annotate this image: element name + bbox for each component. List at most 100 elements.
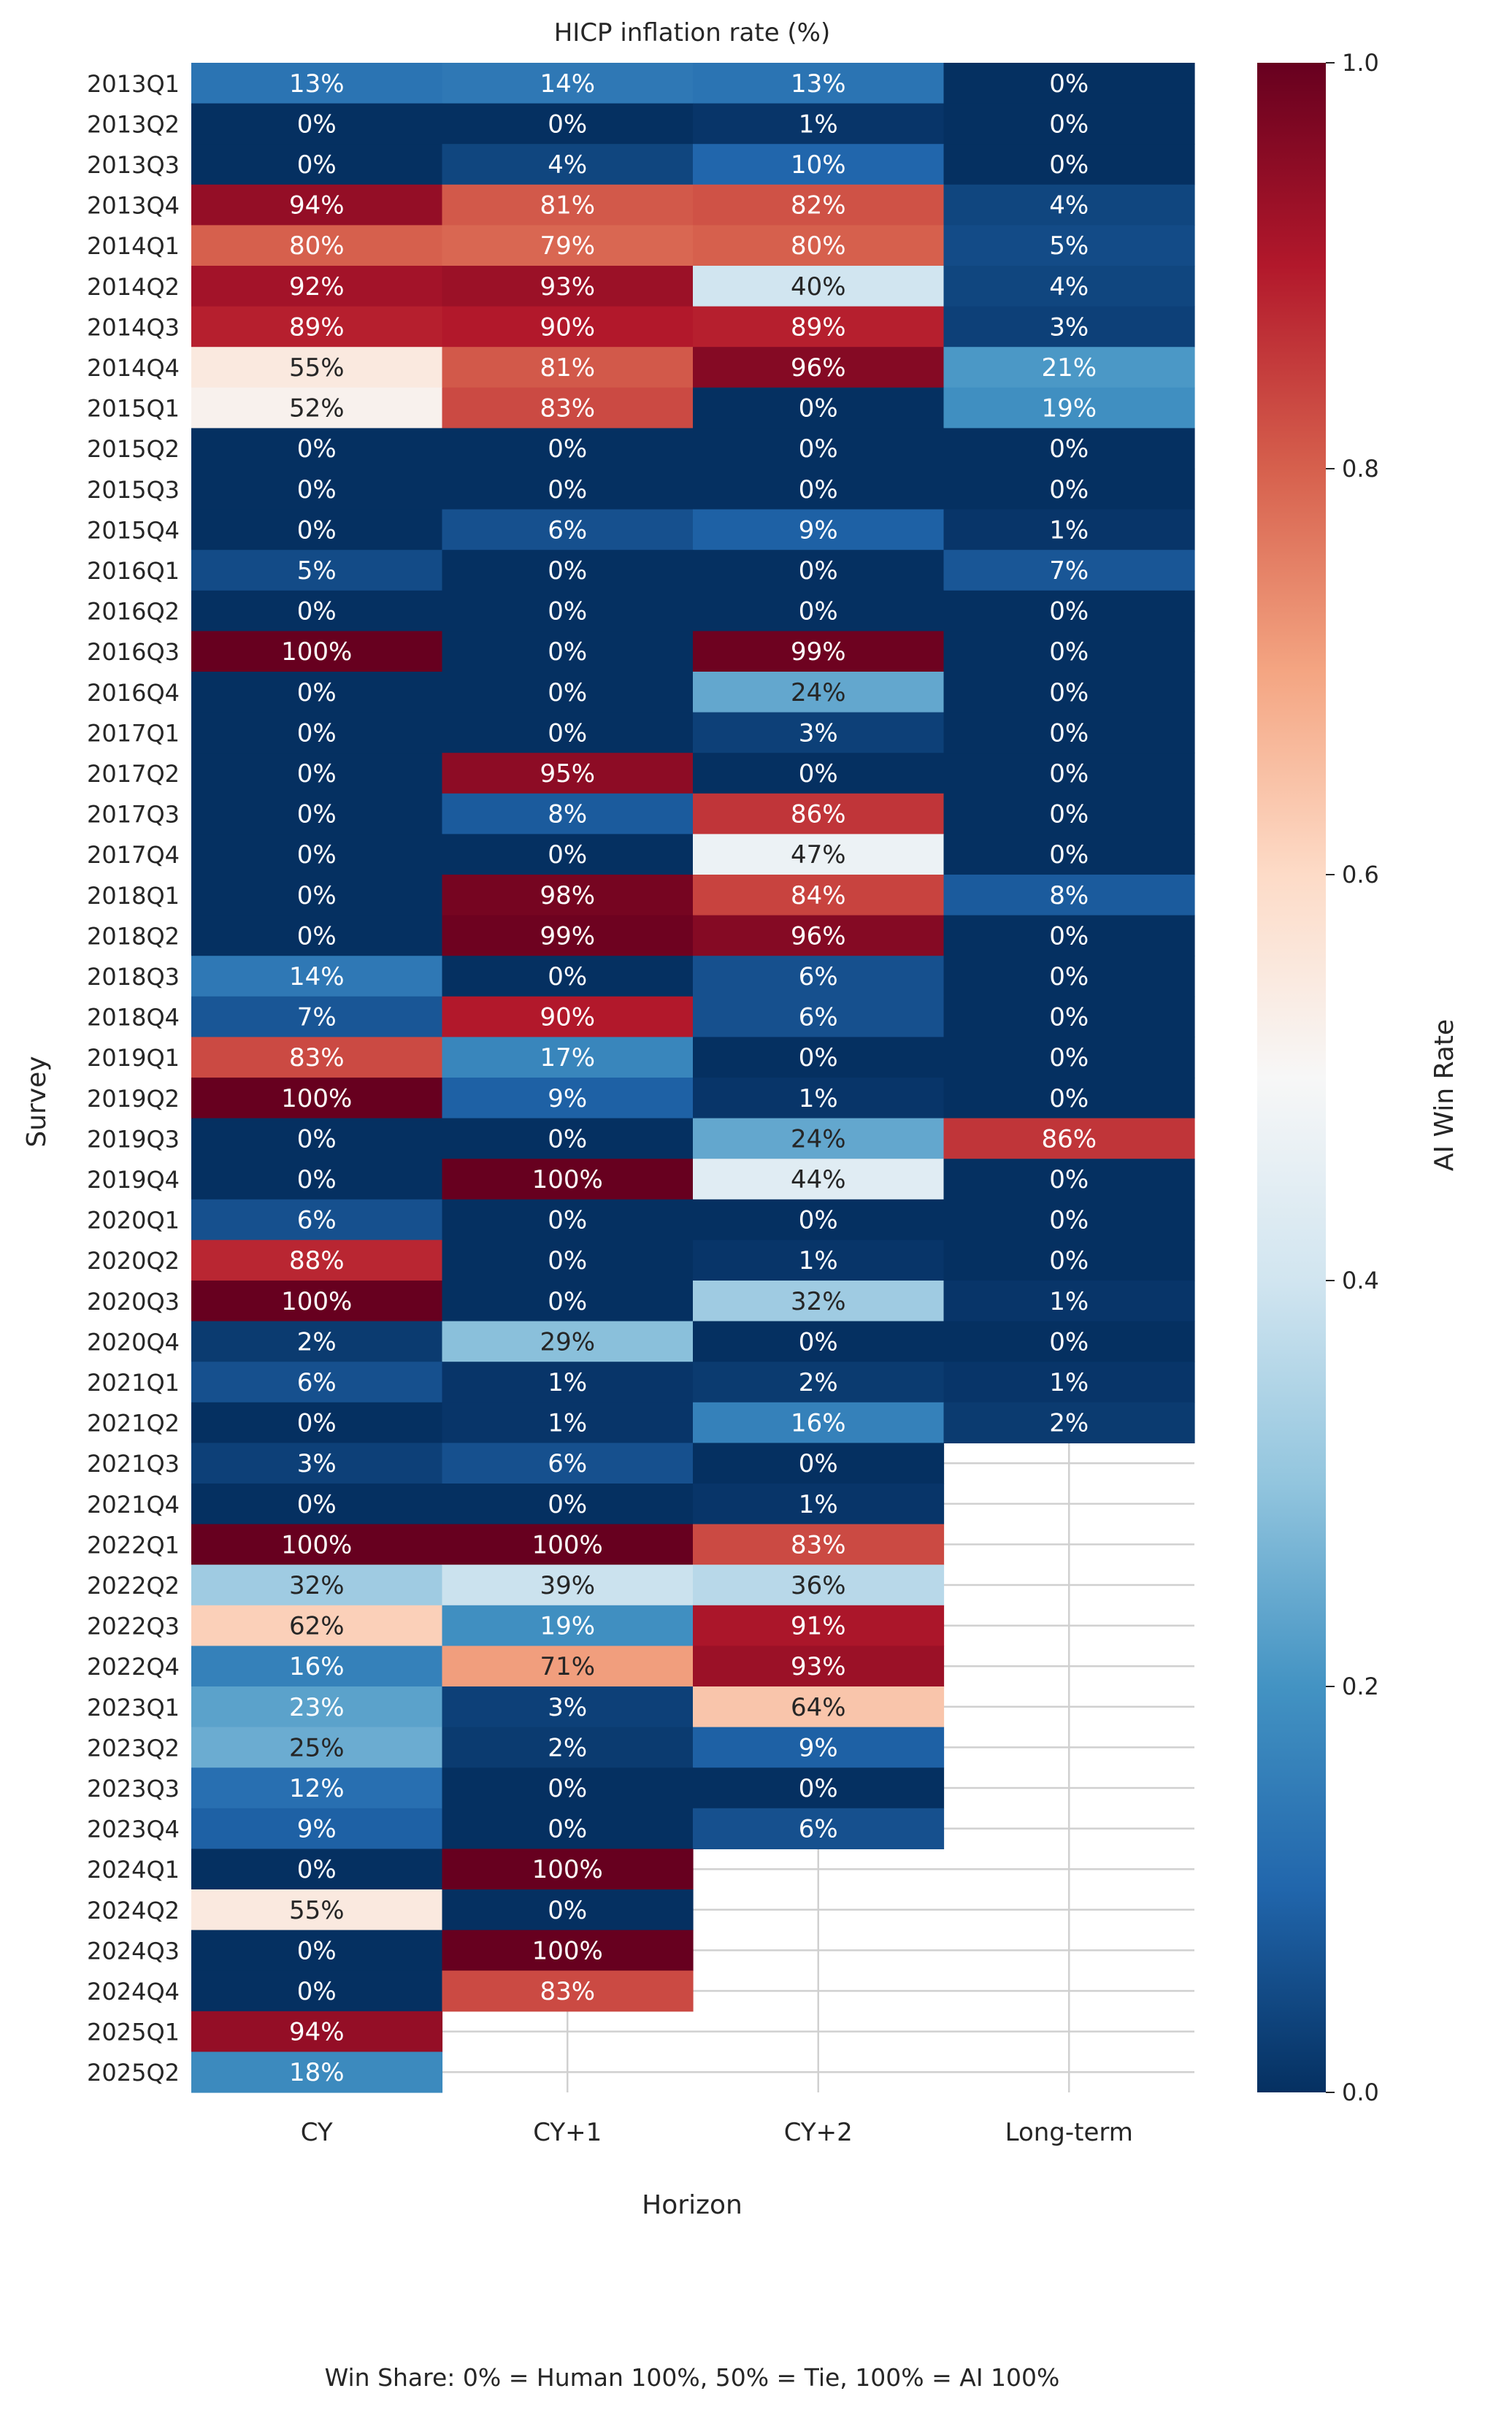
cell-value-label: 81%: [540, 353, 595, 383]
cell-value-label: 0%: [1049, 840, 1089, 870]
cell-value-label: 0%: [297, 597, 337, 626]
cell-value-label: 0%: [297, 434, 337, 464]
cell-value-label: 14%: [540, 69, 595, 99]
heatmap-cell: [442, 387, 694, 429]
heatmap-cell: [442, 1199, 694, 1240]
cell-value-label: 0%: [548, 1896, 587, 1925]
cell-value-label: 0%: [1049, 434, 1089, 464]
y-tick-label: 2021Q1: [87, 1369, 180, 1397]
heatmap-cell: [693, 1037, 945, 1078]
heatmap-cell: [442, 1605, 694, 1646]
cell-value-label: 0%: [1049, 921, 1089, 951]
cell-value-label: 88%: [289, 1246, 345, 1275]
heatmap-cell: [693, 672, 945, 713]
heatmap-cell: [943, 1078, 1195, 1119]
heatmap-cell: [191, 1078, 443, 1119]
cell-value-label: 52%: [289, 394, 345, 423]
y-tick-label: 2016Q1: [87, 557, 180, 585]
cell-value-label: 0%: [548, 1774, 587, 1803]
cell-value-label: 89%: [289, 312, 345, 342]
heatmap-cell: [442, 1808, 694, 1849]
heatmap-cell: [693, 631, 945, 672]
heatmap-cell: [693, 793, 945, 834]
heatmap-cell: [191, 1402, 443, 1443]
cell-value-label: 25%: [289, 1733, 345, 1762]
cell-value-label: 64%: [791, 1693, 846, 1722]
heatmap-cell: [693, 469, 945, 510]
y-tick-label: 2015Q1: [87, 395, 180, 423]
heatmap-cell: [943, 712, 1195, 753]
cell-value-label: 1%: [1049, 515, 1089, 545]
cell-value-label: 0%: [799, 1043, 838, 1072]
heatmap-cell: [693, 266, 945, 307]
cell-value-label: 1%: [799, 110, 838, 139]
cell-value-label: 40%: [791, 272, 846, 302]
cell-value-label: 71%: [540, 1652, 595, 1681]
heatmap-cell: [943, 1037, 1195, 1078]
cell-value-label: 99%: [791, 637, 846, 667]
cell-value-label: 9%: [297, 1815, 337, 1844]
cell-value-label: 4%: [548, 150, 587, 180]
heatmap-cells: [191, 63, 1195, 2093]
heatmap-cell: [191, 1605, 443, 1646]
cell-value-label: 0%: [297, 1124, 337, 1154]
heatmap-cell: [693, 1686, 945, 1728]
cell-value-label: 0%: [297, 718, 337, 748]
y-tick-label: 2024Q1: [87, 1856, 180, 1884]
y-tick-label: 2022Q4: [87, 1653, 180, 1681]
heatmap-cell: [442, 469, 694, 510]
cell-value-label: 0%: [1049, 1327, 1089, 1356]
y-tick-label: 2023Q2: [87, 1734, 180, 1762]
heatmap-cell: [191, 1768, 443, 1809]
heatmap-cell: [943, 184, 1195, 226]
y-tick-label: 2023Q3: [87, 1775, 180, 1803]
y-tick-label: 2025Q2: [87, 2059, 180, 2087]
heatmap-cell: [442, 1037, 694, 1078]
heatmap-cell: [191, 875, 443, 916]
heatmap-cell: [442, 1321, 694, 1362]
heatmap-cell: [442, 1889, 694, 1931]
cell-value-label: 2%: [799, 1368, 838, 1397]
y-tick-label: 2022Q1: [87, 1531, 180, 1559]
cell-value-label: 100%: [281, 637, 352, 667]
cell-value-label: 24%: [791, 678, 846, 707]
heatmap-cell: [693, 996, 945, 1037]
cell-value-label: 0%: [1049, 110, 1089, 139]
cell-value-label: 0%: [548, 718, 587, 748]
heatmap-cell: [693, 1321, 945, 1362]
heatmap-cell: [943, 1362, 1195, 1403]
heatmap-cell: [943, 875, 1195, 916]
x-tick-label: CY: [301, 2118, 333, 2147]
y-tick-label: 2018Q3: [87, 963, 180, 991]
heatmap-cell: [191, 428, 443, 469]
cell-value-label: 0%: [1049, 962, 1089, 991]
heatmap-cell: [442, 347, 694, 388]
colorbar-tick-label: 0.6: [1342, 861, 1379, 888]
y-tick-label: 2013Q3: [87, 151, 180, 179]
cell-value-label: 96%: [791, 353, 846, 383]
heatmap-cell: [191, 1281, 443, 1322]
heatmap-cell: [442, 428, 694, 469]
cell-value-label: 90%: [540, 312, 595, 342]
y-tick-label: 2023Q4: [87, 1816, 180, 1843]
heatmap-cell: [693, 144, 945, 185]
heatmap-cell: [191, 144, 443, 185]
heatmap-cell: [693, 1362, 945, 1403]
y-tick-label: 2016Q4: [87, 679, 180, 707]
cell-value-label: 100%: [281, 1530, 352, 1559]
cell-value-label: 93%: [540, 272, 595, 302]
cell-value-label: 0%: [297, 800, 337, 829]
heatmap-cell: [442, 1240, 694, 1281]
cell-value-label: 0%: [799, 475, 838, 504]
heatmap-cell: [442, 793, 694, 834]
cell-value-label: 8%: [1049, 881, 1089, 910]
cell-value-label: 0%: [297, 759, 337, 788]
heatmap-cell: [442, 712, 694, 753]
heatmap-cell: [191, 1970, 443, 2012]
cell-value-label: 0%: [297, 475, 337, 504]
x-tick-label: CY+1: [533, 2118, 602, 2147]
cell-value-label: 92%: [289, 272, 345, 302]
cell-value-label: 0%: [297, 1855, 337, 1884]
heatmap-cell: [943, 144, 1195, 185]
